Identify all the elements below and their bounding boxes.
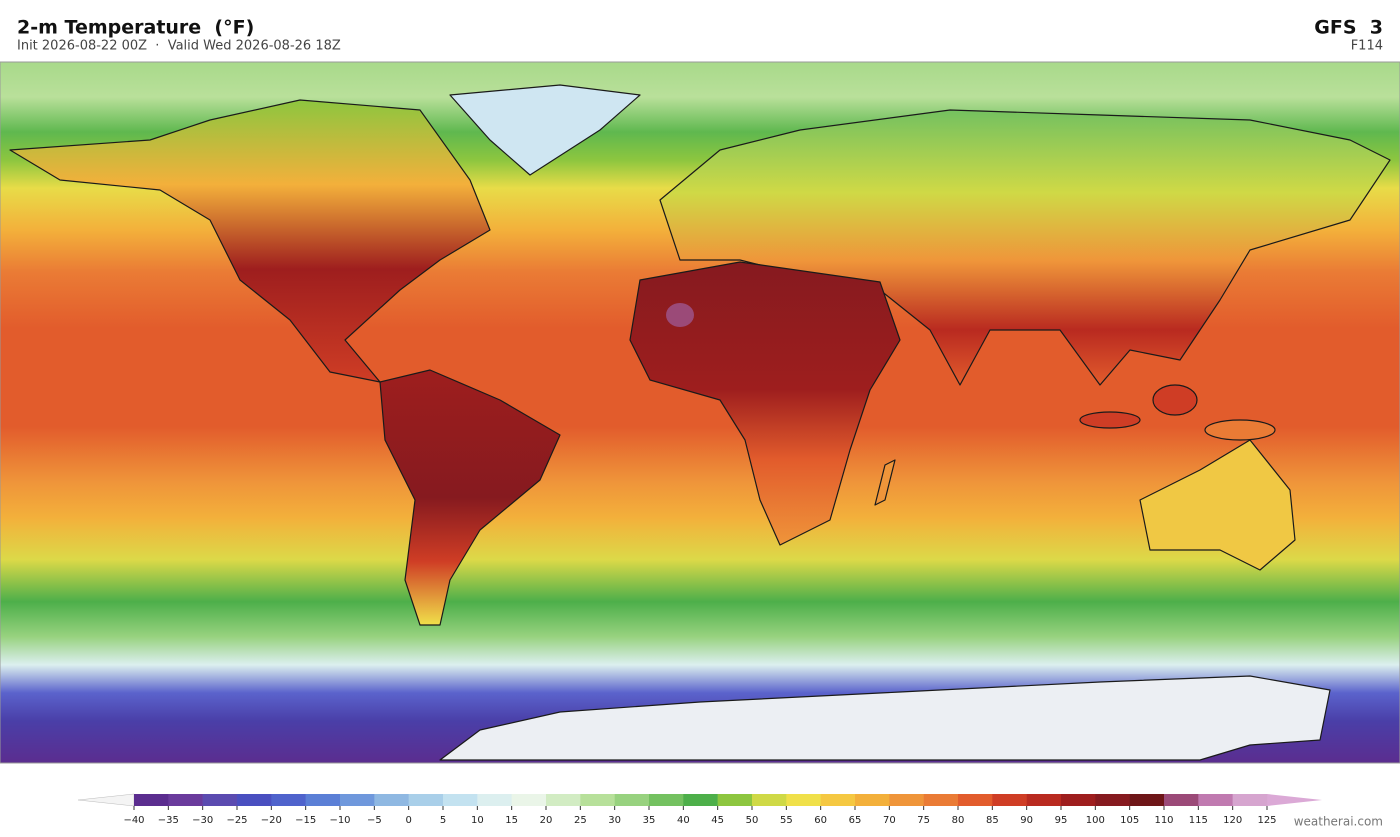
colorbar-tick-label: 50: [746, 815, 759, 826]
africa: [629, 261, 901, 546]
colorbar-segment: [820, 794, 856, 806]
colorbar-tick-label: 110: [1154, 815, 1173, 826]
colorbar-tick-label: −15: [295, 815, 316, 826]
colorbar-segment: [889, 794, 924, 806]
colorbar: −40 −35 −30 −25 −20 −15 −10 −5 0 5 10 15 20 25 30 35 40 4…: [77, 793, 1322, 826]
colorbar-segment: [477, 794, 512, 806]
colorbar-segment: [340, 794, 375, 806]
colorbar-tick-label: −20: [261, 815, 282, 826]
south-america: [379, 369, 561, 626]
colorbar-segment: [134, 794, 169, 806]
map-title: 2-m Temperature (°F): [17, 17, 254, 39]
forecast-hour: F114: [1351, 39, 1383, 54]
colorbar-over: [1267, 794, 1322, 806]
colorbar-tick-label: −30: [192, 815, 213, 826]
madagascar: [874, 459, 896, 506]
colorbar-segment: [958, 794, 993, 806]
colorbar-segment: [271, 794, 306, 806]
colorbar-segment: [443, 794, 478, 806]
colorbar-segment: [546, 794, 581, 806]
colorbar-tick-label: 85: [986, 815, 999, 826]
colorbar-segment: [752, 794, 787, 806]
colorbar-tick-label: 10: [471, 815, 484, 826]
colorbar-segment: [1129, 794, 1165, 806]
map-subtitle: Init 2026-08-22 00Z · Valid Wed 2026-08-…: [17, 39, 341, 54]
colorbar-segment: [683, 794, 718, 806]
colorbar-segment: [1095, 794, 1130, 806]
colorbar-segment: [1026, 794, 1062, 806]
colorbar-tick-label: 70: [883, 815, 896, 826]
island: [1204, 419, 1276, 441]
colorbar-segment: [374, 794, 409, 806]
colorbar-tick-label: 80: [952, 815, 965, 826]
colorbar-segment: [649, 794, 684, 806]
colorbar-tick-label: 100: [1086, 815, 1105, 826]
colorbar-segment: [305, 794, 341, 806]
model-name: GFS 3: [1314, 17, 1383, 39]
colorbar-segment: [855, 794, 890, 806]
colorbar-tick-label: 55: [780, 815, 793, 826]
colorbar-segment: [408, 794, 444, 806]
colorbar-tick-label: 115: [1189, 815, 1208, 826]
island: [1152, 384, 1198, 416]
hot-spot: [666, 303, 694, 327]
colorbar-tick-label: 45: [711, 815, 724, 826]
colorbar-tick-label: 75: [917, 815, 930, 826]
colorbar-segment: [923, 794, 959, 806]
colorbar-tick-label: 120: [1223, 815, 1242, 826]
colorbar-under: [77, 793, 135, 807]
colorbar-segment: [786, 794, 821, 806]
colorbar-tick-label: 125: [1257, 815, 1276, 826]
colorbar-segment: [614, 794, 650, 806]
australia: [1139, 439, 1296, 571]
colorbar-segment: [992, 794, 1027, 806]
colorbar-segment: [1061, 794, 1096, 806]
colorbar-segment: [717, 794, 753, 806]
colorbar-segment: [202, 794, 238, 806]
colorbar-tick-label: 0: [405, 815, 411, 826]
colorbar-tick-label: 25: [574, 815, 587, 826]
colorbar-tick-label: 60: [814, 815, 827, 826]
north-america: [9, 99, 491, 383]
colorbar-tick-label: 105: [1120, 815, 1139, 826]
colorbar-segment: [237, 794, 272, 806]
colorbar-tick-label: 30: [608, 815, 621, 826]
colorbar-segment: [580, 794, 615, 806]
colorbar-segment: [1232, 794, 1268, 806]
colorbar-tick-label: 95: [1055, 815, 1068, 826]
colorbar-tick-label: 5: [440, 815, 446, 826]
watermark: weatherai.com: [1294, 815, 1383, 829]
antarctica: [439, 675, 1331, 761]
colorbar-tick-label: −25: [226, 815, 247, 826]
colorbar-tick-label: −35: [158, 815, 179, 826]
map: [0, 61, 1400, 764]
colorbar-tick-label: 65: [849, 815, 862, 826]
colorbar-segment: [1164, 794, 1199, 806]
colorbar-tick-label: 20: [540, 815, 553, 826]
colorbar-tick-label: 35: [643, 815, 656, 826]
colorbar-tick-label: −10: [329, 815, 350, 826]
colorbar-tick-label: 90: [1020, 815, 1033, 826]
colorbar-segment: [1198, 794, 1233, 806]
island: [1079, 411, 1141, 429]
colorbar-tick-label: 40: [677, 815, 690, 826]
colorbar-tick-label: 15: [505, 815, 518, 826]
colorbar-tick-label: −40: [123, 815, 144, 826]
greenland: [449, 84, 641, 176]
colorbar-tick-label: −5: [367, 815, 382, 826]
colorbar-segment: [168, 794, 203, 806]
colorbar-segment: [511, 794, 547, 806]
